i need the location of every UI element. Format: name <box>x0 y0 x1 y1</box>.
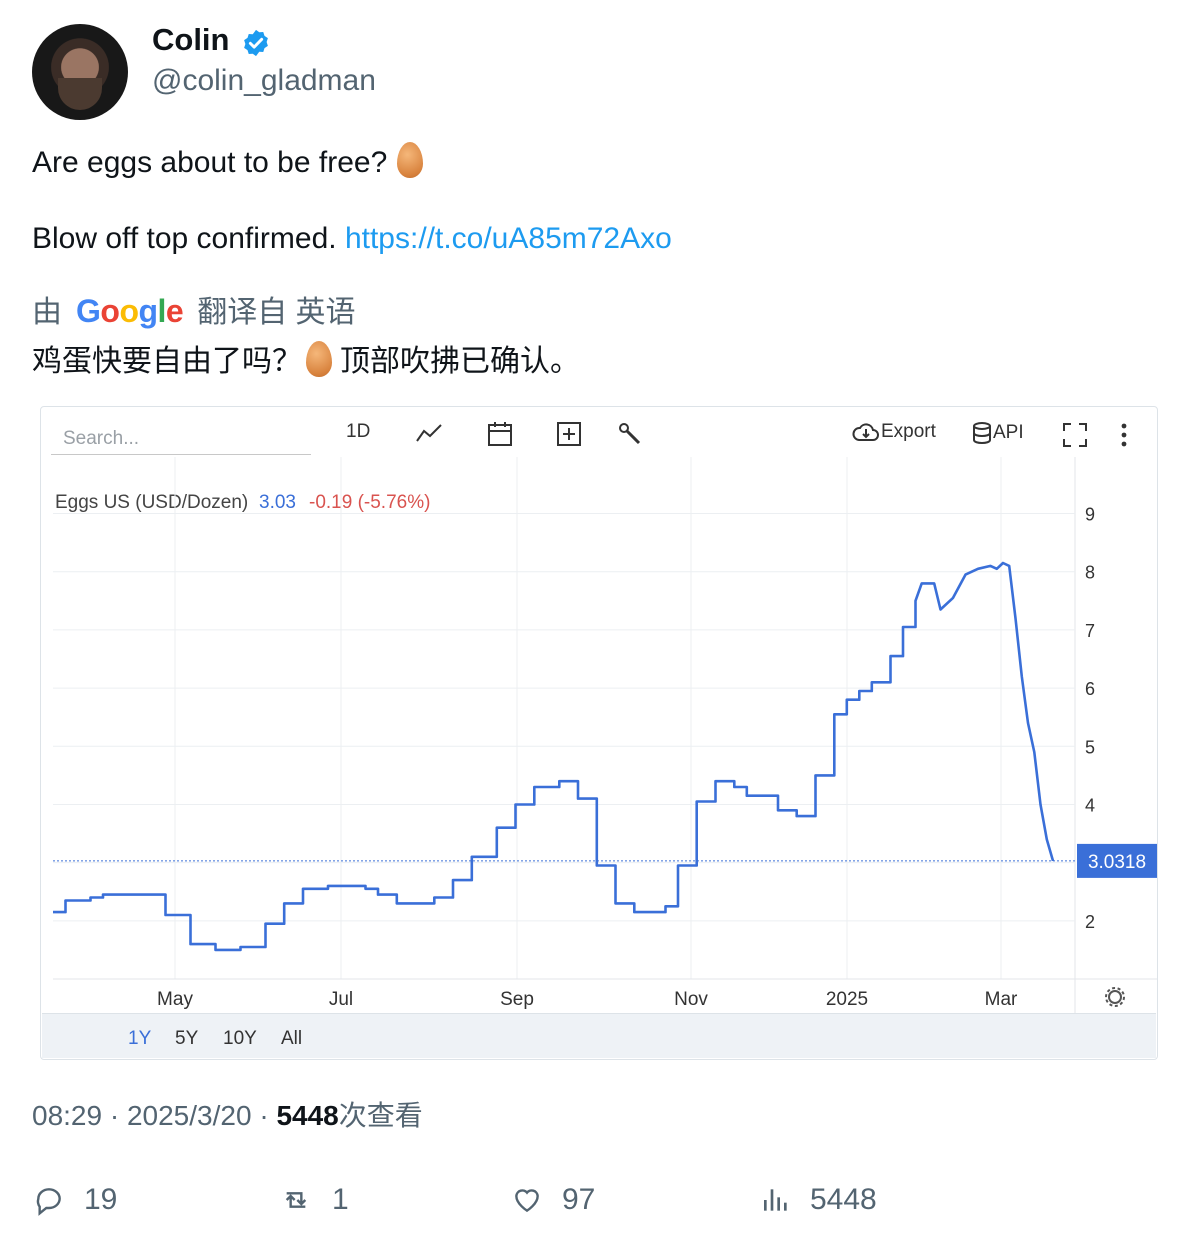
translate-suffix: 翻译自 英语 <box>197 296 356 329</box>
x-tick-label: Sep <box>500 989 534 1010</box>
reply-button[interactable]: 19 <box>32 1180 117 1220</box>
author-avatar[interactable] <box>32 24 128 120</box>
heart-icon <box>515 1189 539 1213</box>
y-tick-label: 5 <box>1085 737 1095 757</box>
translation-attribution: 由 Google 翻译自 英语 <box>32 287 356 331</box>
period-10y[interactable]: 10Y <box>223 1028 257 1049</box>
y-tick-label: 2 <box>1085 912 1095 932</box>
egg-emoji-icon <box>306 341 332 377</box>
translated-statement: 顶部吹拂已确认。 <box>340 345 580 378</box>
author-name[interactable]: Colin <box>152 22 230 57</box>
like-count: 97 <box>562 1183 596 1216</box>
fullscreen-icon[interactable] <box>1061 421 1089 449</box>
tweet-statement: Blow off top confirmed. <box>32 222 337 255</box>
y-tick-label: 6 <box>1085 679 1095 699</box>
tweet-question: Are eggs about to be free? <box>32 146 388 179</box>
tweet-text-line2: Blow off top confirmed. https://t.co/uA8… <box>32 222 672 256</box>
y-tick-label: 4 <box>1085 795 1095 815</box>
translated-question: 鸡蛋快要自由了吗？ <box>32 345 302 378</box>
api-label: API <box>993 422 1024 443</box>
calendar-icon[interactable] <box>487 421 513 447</box>
wrench-icon[interactable] <box>617 421 643 447</box>
series-change: -0.19 (-5.76%) <box>309 492 430 513</box>
series-line <box>53 561 1055 952</box>
tweet-text-line1: Are eggs about to be free? <box>32 142 424 180</box>
google-logo: Google <box>76 293 184 329</box>
line-chart-icon[interactable] <box>415 421 443 445</box>
reply-count: 19 <box>84 1183 118 1216</box>
translate-prefix: 由 <box>32 296 62 329</box>
analytics-button[interactable]: 5448 <box>760 1180 877 1220</box>
retweet-count: 1 <box>332 1183 349 1216</box>
tweet-time[interactable]: 08:29 <box>32 1100 103 1131</box>
last-price-tag <box>1077 843 1157 878</box>
cloud-download-icon <box>852 423 879 441</box>
tweet-date[interactable]: 2025/3/20 <box>126 1100 252 1131</box>
x-tick-label: Mar <box>985 989 1018 1010</box>
period-1y[interactable]: 1Y <box>128 1028 152 1049</box>
retweet-icon <box>285 1192 307 1208</box>
series-name: Eggs US (USD/Dozen) <box>55 492 248 513</box>
analytics-count: 5448 <box>810 1183 877 1216</box>
like-button[interactable]: 97 <box>510 1180 595 1220</box>
period-selector: 1Y 5Y 10Y All <box>42 1013 1156 1058</box>
x-tick-label: Nov <box>674 989 708 1010</box>
database-icon <box>973 422 991 445</box>
y-tick-label: 7 <box>1085 621 1095 641</box>
translated-text: 鸡蛋快要自由了吗？ 顶部吹拂已确认。 <box>32 336 580 380</box>
views-count: 5448 <box>276 1100 339 1131</box>
export-button[interactable]: Export <box>851 421 936 443</box>
price-chart[interactable]: Eggs US (USD/Dozen) 3.03 -0.19 (-5.76%) … <box>41 407 1157 1013</box>
verified-badge-icon <box>244 29 268 57</box>
tweet-meta: 08:29 · 2025/3/20 · 5448次查看 <box>32 1100 423 1131</box>
period-5y[interactable]: 5Y <box>175 1028 199 1049</box>
last-price-label: 3.0318 <box>1088 852 1146 873</box>
avatar-face <box>58 78 102 110</box>
interval-button[interactable]: 1D <box>346 421 371 442</box>
x-tick-label: May <box>157 989 193 1010</box>
series-last-value: 3.03 <box>259 492 296 513</box>
y-tick-label: 8 <box>1085 563 1095 583</box>
retweet-button[interactable]: 1 <box>278 1180 349 1220</box>
export-label: Export <box>881 421 936 442</box>
views-label: 次查看 <box>338 1100 423 1131</box>
author-handle[interactable]: @colin_gladman <box>152 64 376 97</box>
egg-emoji-icon <box>397 142 424 178</box>
period-all[interactable]: All <box>281 1028 303 1049</box>
x-tick-label: 2025 <box>826 989 868 1010</box>
api-button[interactable]: API <box>971 421 1024 445</box>
settings-gear-icon[interactable] <box>1105 987 1125 1007</box>
search-input[interactable]: Search... <box>51 423 311 455</box>
x-tick-label: Jul <box>329 989 353 1010</box>
tweet-link[interactable]: https://t.co/uA85m72Axo <box>344 222 672 255</box>
add-indicator-icon[interactable] <box>556 421 582 447</box>
y-tick-label: 9 <box>1085 505 1095 525</box>
chart-embed[interactable]: Search... 1D Export API Eggs US (USD/Doz… <box>40 406 1158 1060</box>
bar-chart-icon <box>764 1189 787 1211</box>
reply-icon <box>36 1188 61 1216</box>
more-options-icon[interactable] <box>1119 421 1129 449</box>
